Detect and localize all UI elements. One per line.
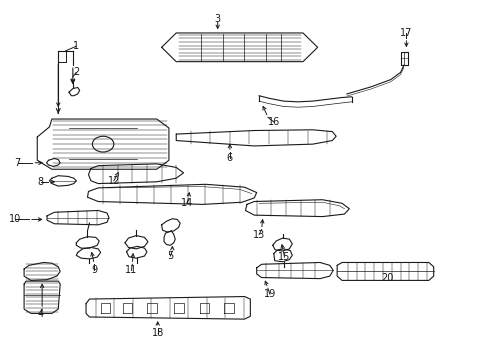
Text: 14: 14	[181, 198, 193, 208]
Text: 7: 7	[15, 158, 21, 168]
Text: 4: 4	[38, 310, 43, 319]
Text: 13: 13	[252, 230, 264, 239]
Text: 1: 1	[73, 41, 79, 51]
Text: 11: 11	[125, 265, 137, 275]
Text: 2: 2	[73, 67, 79, 77]
Text: 18: 18	[151, 328, 163, 338]
Text: 9: 9	[91, 265, 97, 275]
Text: 5: 5	[167, 251, 173, 261]
Text: 19: 19	[263, 289, 275, 299]
Text: 20: 20	[381, 273, 393, 283]
Text: 16: 16	[267, 117, 279, 127]
Text: 10: 10	[9, 215, 21, 224]
Text: 12: 12	[107, 176, 120, 186]
Text: 6: 6	[226, 153, 232, 163]
Text: 8: 8	[38, 177, 43, 187]
Text: 15: 15	[278, 252, 290, 262]
Text: 3: 3	[214, 14, 220, 24]
Text: 17: 17	[399, 28, 412, 38]
